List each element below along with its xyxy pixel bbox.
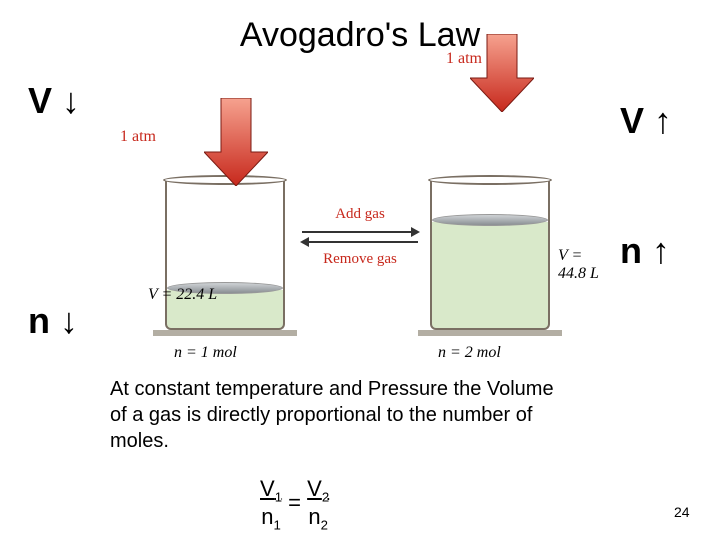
moles-label: n = 2 mol xyxy=(438,344,501,362)
pressure-arrow-icon xyxy=(204,98,268,186)
annotation-v-up: V ↑ xyxy=(620,100,672,142)
moles-label: n = 1 mol xyxy=(174,344,237,362)
eq-lhs-vsub: 1 xyxy=(275,489,282,504)
pressure-label: 1 atm xyxy=(446,50,482,68)
annotation-n-down: n ↓ xyxy=(28,300,78,342)
volume-label: V = 44.8 L xyxy=(558,247,610,283)
page-title: Avogadro's Law xyxy=(0,16,720,55)
pressure-arrow-icon xyxy=(470,34,534,112)
annotation-n-up: n ↑ xyxy=(620,230,670,272)
beaker xyxy=(165,180,285,330)
ground xyxy=(153,330,297,336)
add-remove-arrows: Add gas Remove gas xyxy=(302,206,418,268)
piston xyxy=(432,214,548,226)
volume-label: V = 22.4 L xyxy=(148,286,217,304)
title-text: Avogadro's Law xyxy=(240,16,480,54)
beaker-lip xyxy=(428,175,552,185)
eq-lhs-n: n xyxy=(261,504,273,529)
eq-lhs-nsub: 1 xyxy=(273,518,280,533)
eq-equals: = xyxy=(288,490,307,515)
eq-rhs-vsub: 2 xyxy=(322,489,329,504)
page-number: 24 xyxy=(674,504,690,520)
pressure-label: 1 atm xyxy=(120,128,156,146)
avogadro-diagram: 1 atmV = 22.4 Ln = 1 mol1 atmV = 44.8 Ln… xyxy=(110,70,610,350)
add-gas-label: Add gas xyxy=(302,206,418,223)
eq-rhs-v: V xyxy=(307,476,322,501)
eq-lhs-v: V xyxy=(260,476,275,501)
law-description: At constant temperature and Pressure the… xyxy=(110,376,570,454)
beaker xyxy=(430,180,550,330)
equation-lhs: V1 n1 xyxy=(260,476,282,533)
ground xyxy=(418,330,562,336)
arrow-left-icon xyxy=(302,241,418,243)
eq-rhs-nsub: 2 xyxy=(321,518,328,533)
arrow-right-icon xyxy=(302,231,418,233)
remove-gas-label: Remove gas xyxy=(302,251,418,268)
equation-rhs: V2 n2 xyxy=(307,476,329,533)
equation: V1 n1 = V2 n2 xyxy=(260,476,329,533)
eq-rhs-n: n xyxy=(308,504,320,529)
annotation-v-down: V ↓ xyxy=(28,80,80,122)
